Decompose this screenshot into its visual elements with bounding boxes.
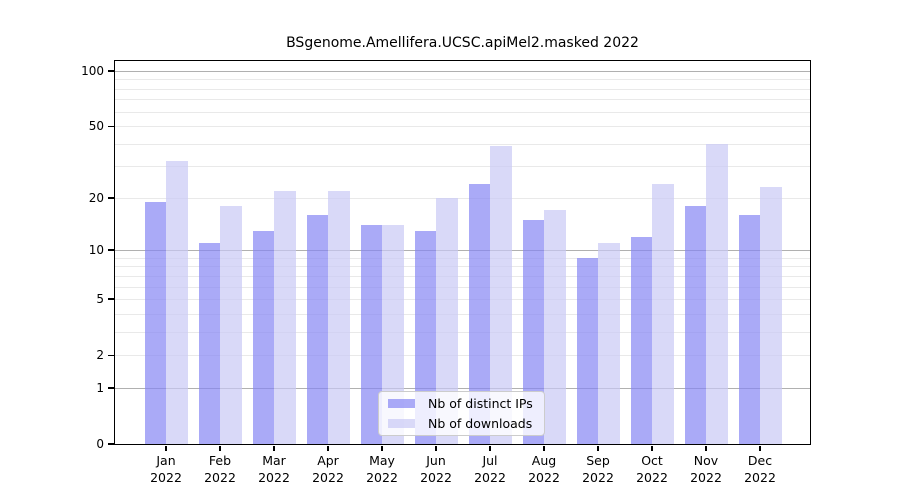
major-gridline xyxy=(115,387,810,390)
x-tick-label-aug: Aug 2022 xyxy=(528,453,560,485)
x-tick xyxy=(435,445,437,451)
legend-label-distinct-ips: Nb of distinct IPs xyxy=(428,396,533,411)
y-tick xyxy=(108,249,114,251)
y-tick xyxy=(108,125,114,127)
y-tick xyxy=(108,70,114,72)
y-tick-label: 5 xyxy=(96,292,104,307)
minor-gridline xyxy=(115,166,810,168)
bar-apr-distinct-ips xyxy=(306,215,328,444)
x-tick-label-dec: Dec 2022 xyxy=(744,453,776,485)
x-tick-label-feb: Feb 2022 xyxy=(204,453,236,485)
minor-gridline xyxy=(115,88,810,90)
x-tick xyxy=(651,445,653,451)
bar-dec-distinct-ips xyxy=(738,215,760,444)
bar-sep-distinct-ips xyxy=(576,257,598,444)
bar-dec-downloads xyxy=(760,187,782,444)
bar-sep-downloads xyxy=(598,243,620,444)
bar-mar-distinct-ips xyxy=(252,230,274,444)
minor-gridline xyxy=(115,355,810,357)
x-tick-label-sep: Sep 2022 xyxy=(582,453,614,485)
minor-gridline xyxy=(115,299,810,301)
minor-gridline xyxy=(115,79,810,81)
legend-label-downloads: Nb of downloads xyxy=(428,416,533,431)
bar-nov-downloads xyxy=(706,143,728,444)
bar-mar-downloads xyxy=(274,190,296,444)
x-tick xyxy=(705,445,707,451)
x-tick xyxy=(165,445,167,451)
x-tick xyxy=(219,445,221,451)
legend-entry-distinct-ips: Nb of distinct IPs xyxy=(388,396,535,411)
minor-gridline xyxy=(115,197,810,199)
minor-gridline xyxy=(115,331,810,333)
y-tick-label: 50 xyxy=(88,119,104,134)
x-tick-label-apr: Apr 2022 xyxy=(312,453,344,485)
minor-gridline xyxy=(115,313,810,315)
bar-feb-downloads xyxy=(220,206,242,444)
minor-gridline xyxy=(115,111,810,113)
legend-swatch-distinct-ips xyxy=(388,399,415,408)
x-tick xyxy=(381,445,383,451)
bar-may-downloads xyxy=(382,225,404,444)
bar-jan-downloads xyxy=(166,161,188,444)
y-tick xyxy=(108,443,114,445)
x-tick xyxy=(759,445,761,451)
x-tick xyxy=(597,445,599,451)
bar-jun-distinct-ips xyxy=(414,230,436,444)
x-tick xyxy=(273,445,275,451)
y-tick xyxy=(108,387,114,389)
x-tick-label-mar: Mar 2022 xyxy=(258,453,290,485)
bar-feb-distinct-ips xyxy=(198,243,220,444)
bar-oct-downloads xyxy=(652,183,674,444)
x-tick-label-may: May 2022 xyxy=(366,453,398,485)
y-tick xyxy=(108,298,114,300)
minor-gridline xyxy=(115,143,810,145)
bar-nov-distinct-ips xyxy=(684,206,706,444)
x-tick-label-oct: Oct 2022 xyxy=(636,453,668,485)
x-tick xyxy=(327,445,329,451)
y-tick-label: 1 xyxy=(96,380,104,395)
y-tick-label: 0 xyxy=(96,437,104,451)
x-tick-label-jun: Jun 2022 xyxy=(420,453,452,485)
minor-gridline xyxy=(115,286,810,288)
y-tick xyxy=(108,354,114,356)
legend-entry-downloads: Nb of downloads xyxy=(388,416,535,431)
major-gridline xyxy=(115,250,810,252)
x-tick-label-jul: Jul 2022 xyxy=(474,453,506,485)
bar-apr-downloads xyxy=(328,190,350,444)
minor-gridline xyxy=(115,99,810,101)
x-tick-label-jan: Jan 2022 xyxy=(150,453,182,485)
minor-gridline xyxy=(115,266,810,268)
bar-jan-distinct-ips xyxy=(144,201,166,444)
minor-gridline xyxy=(115,257,810,259)
x-tick xyxy=(489,445,491,451)
minor-gridline xyxy=(115,275,810,277)
chart-title: BSgenome.Amellifera.UCSC.apiMel2.masked … xyxy=(286,35,639,51)
bar-jul-downloads xyxy=(490,145,512,444)
major-gridline xyxy=(115,70,810,73)
y-tick xyxy=(108,197,114,199)
bar-may-distinct-ips xyxy=(360,225,382,444)
y-tick-label: 10 xyxy=(88,243,104,258)
legend-swatch-downloads xyxy=(388,419,415,428)
x-tick xyxy=(543,445,545,451)
y-tick-label: 100 xyxy=(81,63,104,78)
minor-gridline xyxy=(115,126,810,128)
bar-jul-distinct-ips xyxy=(468,183,490,444)
bar-oct-distinct-ips xyxy=(630,236,652,444)
y-tick-label: 20 xyxy=(88,190,104,205)
legend: Nb of distinct IPs Nb of downloads xyxy=(378,391,545,436)
x-tick-label-nov: Nov 2022 xyxy=(690,453,722,485)
plot-area xyxy=(115,61,810,444)
bar-aug-distinct-ips xyxy=(522,219,544,444)
bar-jun-downloads xyxy=(436,197,458,444)
bar-aug-downloads xyxy=(544,210,566,444)
y-tick-label: 2 xyxy=(96,348,104,363)
